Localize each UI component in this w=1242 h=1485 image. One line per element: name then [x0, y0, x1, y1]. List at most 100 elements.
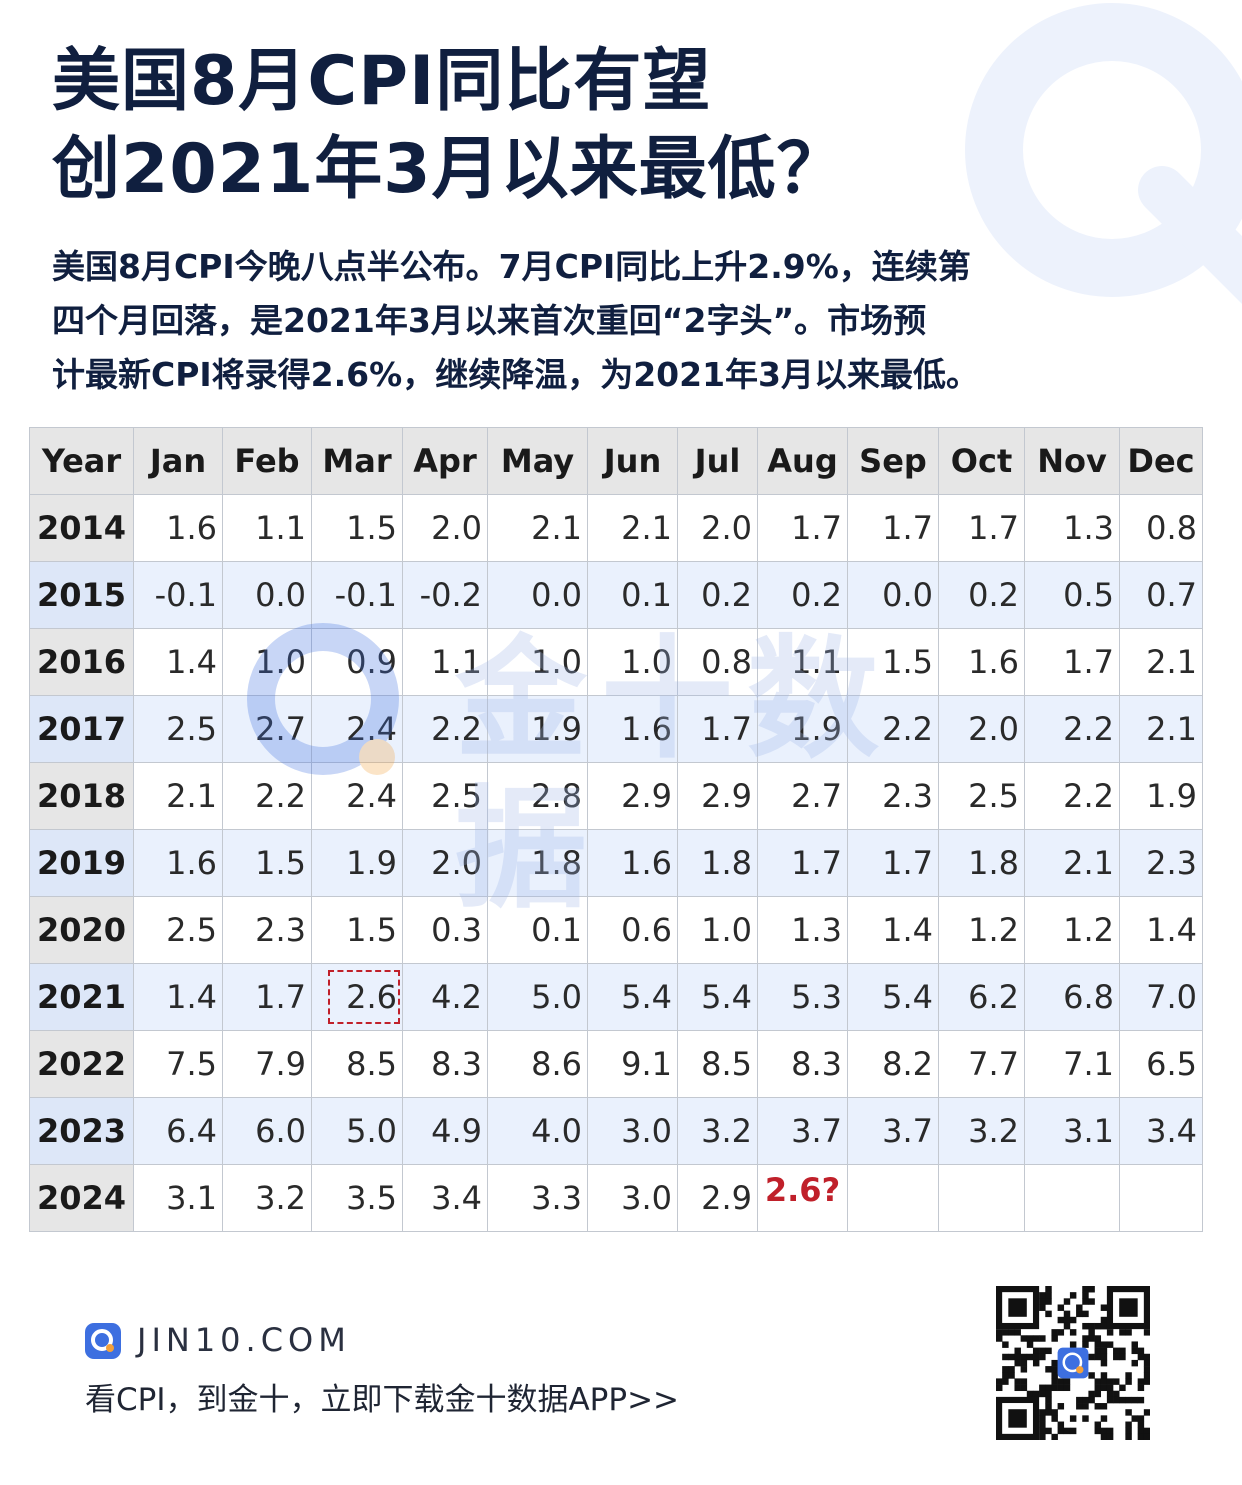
value-cell: 1.6: [587, 695, 678, 763]
value-cell: 5.0: [311, 1097, 403, 1165]
value-cell: 3.2: [938, 1097, 1025, 1165]
value-cell: 2.6: [311, 963, 403, 1031]
value-cell: 7.5: [133, 1030, 223, 1098]
value-cell: 1.7: [1024, 628, 1120, 696]
value-cell: 0.1: [487, 896, 588, 964]
year-cell: 2020: [29, 896, 134, 964]
intro-line-3: 计最新CPI将录得2.6%，继续降温，为2021年3月以来最低。: [52, 355, 980, 394]
year-cell: 2016: [29, 628, 134, 696]
value-cell: 1.6: [587, 829, 678, 897]
table-header-row: Year Jan Feb Mar Apr May Jun Jul Aug Sep Oct Nov Dec: [29, 427, 1203, 495]
value-cell: [1119, 1164, 1203, 1232]
value-cell: 2.2: [847, 695, 939, 763]
header-oct: Oct: [938, 427, 1025, 495]
value-cell: 1.0: [222, 628, 312, 696]
value-cell: 1.1: [402, 628, 488, 696]
value-cell: 1.7: [677, 695, 758, 763]
value-cell: 3.1: [133, 1164, 223, 1232]
background-logo-icon: [965, 3, 1242, 304]
value-cell: 6.0: [222, 1097, 312, 1165]
value-cell: 2.0: [677, 494, 758, 562]
value-cell: 4.0: [487, 1097, 588, 1165]
header-aug: Aug: [757, 427, 848, 495]
footer-site[interactable]: JIN10.COM: [137, 1321, 351, 1359]
value-cell: 0.2: [677, 561, 758, 629]
year-cell: 2021: [29, 963, 134, 1031]
value-cell: 5.4: [677, 963, 758, 1031]
value-cell: 2.4: [311, 695, 403, 763]
value-cell: 2.3: [847, 762, 939, 830]
title-line-1: 美国8月CPI同比有望: [52, 42, 712, 121]
footer-cta[interactable]: 看CPI，到金十，立即下载金十数据APP>>: [85, 1382, 680, 1418]
value-cell: 0.6: [587, 896, 678, 964]
value-cell: 6.2: [938, 963, 1025, 1031]
year-cell: 2023: [29, 1097, 134, 1165]
value-cell: 7.9: [222, 1030, 312, 1098]
header-jan: Jan: [133, 427, 223, 495]
table-row: 2020 2.5 2.3 1.5 0.3 0.1 0.6 1.0 1.3 1.4 1.2 1.2 1.4: [29, 896, 1203, 964]
value-cell: 5.4: [587, 963, 678, 1031]
value-cell: 2.0: [938, 695, 1025, 763]
value-cell: 2.1: [1024, 829, 1120, 897]
value-cell: -0.1: [311, 561, 403, 629]
value-cell: 5.3: [757, 963, 848, 1031]
table-row: 2019 1.6 1.5 1.9 2.0 1.8 1.6 1.8 1.7 1.7 1.8 2.1 2.3: [29, 829, 1203, 897]
value-cell: [938, 1164, 1025, 1232]
value-cell: 2.2: [222, 762, 312, 830]
year-cell: 2022: [29, 1030, 134, 1098]
value-cell: 9.1: [587, 1030, 678, 1098]
value-cell: 0.5: [1024, 561, 1120, 629]
value-cell: 1.5: [311, 494, 403, 562]
value-cell: 1.7: [757, 494, 848, 562]
value-cell: 2.4: [311, 762, 403, 830]
value-cell: 1.4: [133, 628, 223, 696]
value-cell: 1.1: [757, 628, 848, 696]
table-row: 2016 1.4 1.0 0.9 1.1 1.0 1.0 0.8 1.1 1.5 1.6 1.7 2.1: [29, 628, 1203, 696]
value-cell: 5.0: [487, 963, 588, 1031]
value-cell: 2.2: [1024, 695, 1120, 763]
year-cell: 2015: [29, 561, 134, 629]
value-cell: 2.7: [222, 695, 312, 763]
value-cell: 1.1: [222, 494, 312, 562]
value-cell: 2.9: [677, 762, 758, 830]
header-mar: Mar: [311, 427, 403, 495]
value-cell: 1.7: [847, 494, 939, 562]
table-row: 2015 -0.1 0.0 -0.1 -0.2 0.0 0.1 0.2 0.2 0.0 0.2 0.5…: [29, 561, 1203, 629]
value-cell: 1.4: [1119, 896, 1203, 964]
header-apr: Apr: [402, 427, 488, 495]
value-cell: 0.0: [487, 561, 588, 629]
header-sep: Sep: [847, 427, 939, 495]
qr-code-icon[interactable]: [996, 1286, 1150, 1440]
value-cell: -0.1: [133, 561, 223, 629]
value-cell: 7.7: [938, 1030, 1025, 1098]
value-cell: 3.2: [222, 1164, 312, 1232]
value-cell: 3.0: [587, 1097, 678, 1165]
value-cell: 4.9: [402, 1097, 488, 1165]
value-cell: 3.1: [1024, 1097, 1120, 1165]
value-cell: 2.9: [587, 762, 678, 830]
title-line-2: 创2021年3月以来最低？: [52, 130, 846, 209]
value-cell: [847, 1164, 939, 1232]
page-title: 美国8月CPI同比有望 创2021年3月以来最低？: [52, 38, 846, 214]
value-cell: 8.2: [847, 1030, 939, 1098]
value-cell: 2.0: [402, 494, 488, 562]
value-cell: 1.0: [677, 896, 758, 964]
value-cell: 2.5: [938, 762, 1025, 830]
value-cell: 6.8: [1024, 963, 1120, 1031]
year-cell: 2017: [29, 695, 134, 763]
value-cell: 0.7: [1119, 561, 1203, 629]
value-cell: 1.9: [757, 695, 848, 763]
year-cell: 2024: [29, 1164, 134, 1232]
value-cell: 1.5: [311, 896, 403, 964]
table-row: 2023 6.4 6.0 5.0 4.9 4.0 3.0 3.2 3.7 3.7 3.2 3.1 3.4: [29, 1097, 1203, 1165]
value-cell: 2.1: [1119, 628, 1203, 696]
value-cell: 3.3: [487, 1164, 588, 1232]
value-cell: 3.7: [847, 1097, 939, 1165]
cpi-table-container: Year Jan Feb Mar Apr May Jun Jul Aug Sep Oct Nov Dec…: [29, 427, 1203, 1232]
value-cell: 1.9: [487, 695, 588, 763]
header-jun: Jun: [587, 427, 678, 495]
value-cell: 2.1: [133, 762, 223, 830]
value-cell: 0.8: [1119, 494, 1203, 562]
intro-paragraph: 美国8月CPI今晚八点半公布。7月CPI同比上升2.9%，连续第 四个月回落，是…: [52, 240, 1202, 402]
value-cell: 1.3: [757, 896, 848, 964]
